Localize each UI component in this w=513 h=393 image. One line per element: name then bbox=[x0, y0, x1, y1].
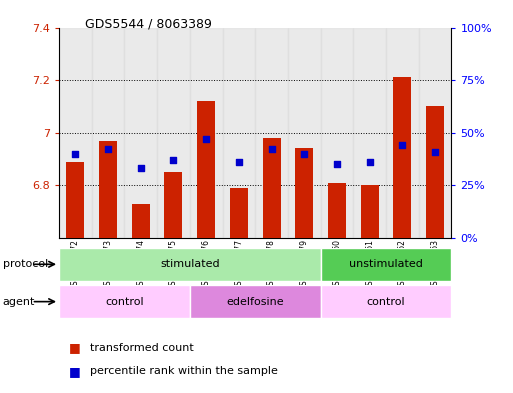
Bar bbox=[255, 28, 288, 238]
Bar bbox=[386, 28, 419, 238]
Bar bbox=[353, 28, 386, 238]
Bar bbox=[419, 28, 451, 238]
Text: transformed count: transformed count bbox=[90, 343, 193, 353]
Point bbox=[235, 159, 243, 165]
Bar bbox=[92, 28, 124, 238]
Bar bbox=[321, 248, 451, 281]
Point bbox=[431, 149, 439, 155]
Bar bbox=[393, 77, 411, 238]
Text: unstimulated: unstimulated bbox=[349, 259, 423, 269]
Bar bbox=[288, 28, 321, 238]
Bar bbox=[230, 188, 248, 238]
Bar bbox=[66, 162, 84, 238]
Bar bbox=[328, 183, 346, 238]
Point bbox=[398, 142, 406, 149]
Text: GDS5544 / 8063389: GDS5544 / 8063389 bbox=[85, 18, 211, 31]
Bar bbox=[223, 28, 255, 238]
Bar bbox=[124, 28, 157, 238]
Point bbox=[104, 146, 112, 152]
Text: control: control bbox=[367, 297, 405, 307]
Bar bbox=[99, 141, 117, 238]
Bar bbox=[157, 28, 190, 238]
Text: control: control bbox=[105, 297, 144, 307]
Text: stimulated: stimulated bbox=[160, 259, 220, 269]
Bar bbox=[295, 149, 313, 238]
Point bbox=[300, 151, 308, 157]
Bar bbox=[190, 28, 223, 238]
Point bbox=[366, 159, 374, 165]
Point bbox=[202, 136, 210, 142]
Bar bbox=[190, 285, 321, 318]
Bar bbox=[59, 285, 190, 318]
Bar bbox=[361, 185, 379, 238]
Text: percentile rank within the sample: percentile rank within the sample bbox=[90, 366, 278, 376]
Bar bbox=[263, 138, 281, 238]
Text: protocol: protocol bbox=[3, 259, 48, 269]
Text: edelfosine: edelfosine bbox=[226, 297, 284, 307]
Text: ■: ■ bbox=[69, 365, 81, 378]
Text: ■: ■ bbox=[69, 341, 81, 354]
Text: agent: agent bbox=[3, 297, 35, 307]
Bar bbox=[59, 248, 321, 281]
Bar bbox=[321, 285, 451, 318]
Bar bbox=[132, 204, 150, 238]
Point bbox=[136, 165, 145, 171]
Bar bbox=[426, 107, 444, 238]
Point bbox=[71, 151, 80, 157]
Point bbox=[169, 157, 177, 163]
Point bbox=[267, 146, 275, 152]
Bar bbox=[165, 172, 183, 238]
Bar bbox=[321, 28, 353, 238]
Point bbox=[333, 161, 341, 167]
Bar bbox=[197, 101, 215, 238]
Bar bbox=[59, 28, 92, 238]
